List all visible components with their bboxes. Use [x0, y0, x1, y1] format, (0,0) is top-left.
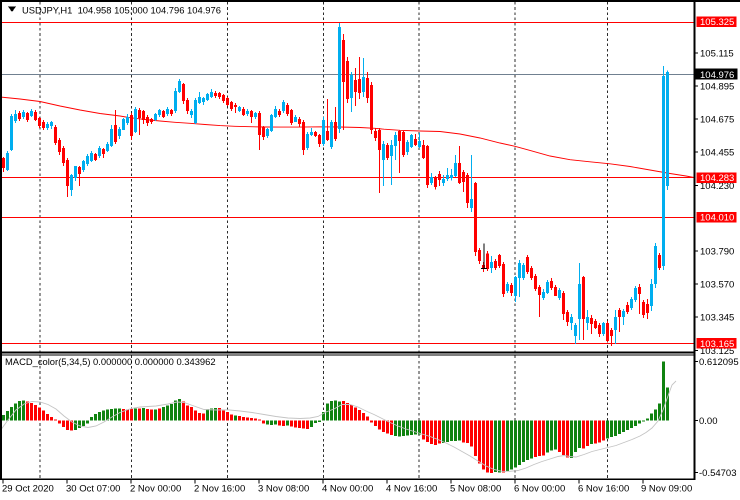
svg-text:9 Nov 09:00: 9 Nov 09:00	[641, 484, 692, 495]
svg-text:104.455: 104.455	[700, 147, 734, 158]
svg-text:105.325: 105.325	[700, 17, 734, 28]
svg-text:2 Nov 00:00: 2 Nov 00:00	[130, 484, 181, 495]
svg-text:6 Nov 00:00: 6 Nov 00:00	[514, 484, 565, 495]
svg-text:4 Nov 00:00: 4 Nov 00:00	[322, 484, 373, 495]
svg-text:105.115: 105.115	[700, 48, 734, 59]
svg-text:USDJPY,H1 104.958 105.000 104: USDJPY,H1 104.958 105.000 104.796 104.97…	[22, 5, 221, 16]
svg-text:103.570: 103.570	[700, 279, 734, 290]
svg-text:103.165: 103.165	[700, 339, 734, 350]
svg-text:103.790: 103.790	[700, 246, 734, 257]
svg-text:104.895: 104.895	[700, 81, 734, 92]
svg-text:104.230: 104.230	[700, 181, 734, 192]
svg-text:103.345: 103.345	[700, 312, 734, 323]
svg-text:MACD_color(5,34,5) 0.000000 0.: MACD_color(5,34,5) 0.000000 0.000000 0.3…	[5, 356, 216, 367]
svg-text:6 Nov 16:00: 6 Nov 16:00	[578, 484, 629, 495]
svg-text:0.612095: 0.612095	[699, 357, 739, 368]
svg-text:29 Oct 2020: 29 Oct 2020	[2, 484, 54, 495]
svg-text:104.010: 104.010	[700, 213, 734, 224]
svg-text:-0.54703: -0.54703	[699, 468, 737, 479]
svg-text:104.976: 104.976	[700, 70, 734, 81]
svg-text:4 Nov 16:00: 4 Nov 16:00	[386, 484, 437, 495]
svg-text:3 Nov 08:00: 3 Nov 08:00	[258, 484, 309, 495]
svg-text:103.125: 103.125	[700, 346, 734, 357]
svg-text:5 Nov 08:00: 5 Nov 08:00	[450, 484, 501, 495]
svg-text:30 Oct 07:00: 30 Oct 07:00	[66, 484, 120, 495]
svg-text:2 Nov 16:00: 2 Nov 16:00	[194, 484, 245, 495]
svg-text:0.00: 0.00	[699, 416, 718, 427]
svg-text:104.675: 104.675	[700, 114, 734, 125]
svg-text:104.283: 104.283	[700, 173, 734, 184]
